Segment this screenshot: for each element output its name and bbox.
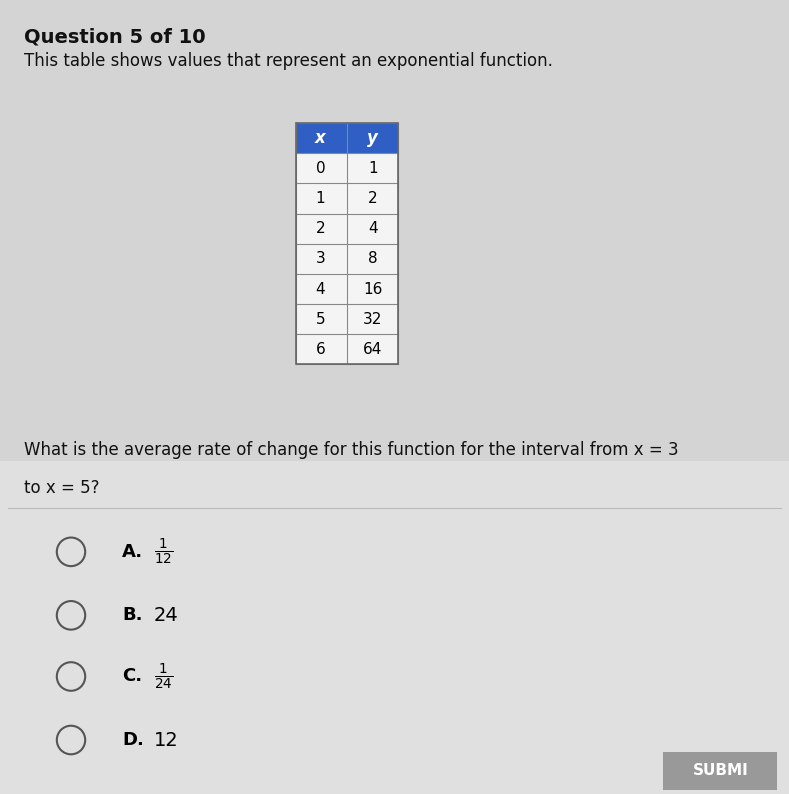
FancyBboxPatch shape [296, 244, 398, 274]
FancyBboxPatch shape [296, 153, 398, 183]
Text: 5: 5 [316, 312, 325, 326]
FancyBboxPatch shape [0, 0, 789, 461]
Text: 2: 2 [368, 191, 378, 206]
Text: D.: D. [122, 731, 144, 749]
Text: 3: 3 [316, 252, 325, 266]
Text: $\frac{1}{24}$: $\frac{1}{24}$ [154, 661, 174, 692]
Text: 8: 8 [368, 252, 378, 266]
Text: 16: 16 [363, 282, 383, 296]
FancyBboxPatch shape [296, 274, 398, 304]
Text: What is the average rate of change for this function for the interval from x = 3: What is the average rate of change for t… [24, 441, 679, 459]
FancyBboxPatch shape [0, 461, 789, 794]
FancyBboxPatch shape [296, 334, 398, 364]
Text: 32: 32 [363, 312, 383, 326]
Text: C.: C. [122, 668, 143, 685]
FancyBboxPatch shape [663, 752, 777, 790]
Text: This table shows values that represent an exponential function.: This table shows values that represent a… [24, 52, 552, 71]
Text: 24: 24 [154, 606, 178, 625]
Text: $\frac{1}{12}$: $\frac{1}{12}$ [154, 537, 174, 567]
FancyBboxPatch shape [296, 123, 398, 153]
Text: 2: 2 [316, 222, 325, 236]
FancyBboxPatch shape [296, 304, 398, 334]
Text: 0: 0 [316, 161, 325, 175]
Text: 6: 6 [316, 342, 325, 357]
Text: 64: 64 [363, 342, 383, 357]
Text: A.: A. [122, 543, 144, 561]
Text: B.: B. [122, 607, 143, 624]
Text: 4: 4 [316, 282, 325, 296]
Text: 1: 1 [316, 191, 325, 206]
Text: 12: 12 [154, 730, 178, 750]
Text: Question 5 of 10: Question 5 of 10 [24, 28, 205, 47]
FancyBboxPatch shape [296, 183, 398, 214]
Text: x: x [315, 129, 326, 147]
FancyBboxPatch shape [296, 214, 398, 244]
Text: 4: 4 [368, 222, 378, 236]
Text: to x = 5?: to x = 5? [24, 479, 99, 497]
Text: 1: 1 [368, 161, 378, 175]
Text: SUBMI: SUBMI [693, 764, 748, 778]
Text: y: y [368, 129, 378, 147]
